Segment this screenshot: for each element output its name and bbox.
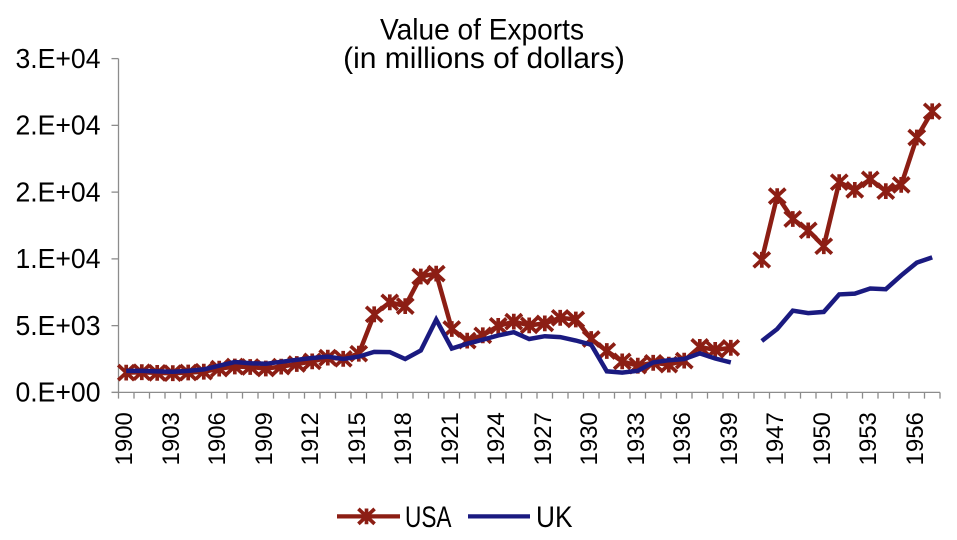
svg-text:1909: 1909: [251, 412, 278, 465]
svg-text:USA: USA: [405, 501, 452, 534]
svg-text:1933: 1933: [623, 412, 650, 465]
svg-text:1936: 1936: [669, 412, 696, 465]
svg-text:1918: 1918: [390, 412, 417, 465]
svg-text:5.E+03: 5.E+03: [16, 310, 101, 341]
svg-text:0.E+00: 0.E+00: [16, 377, 101, 408]
svg-text:1.E+04: 1.E+04: [16, 243, 101, 274]
svg-text:1950: 1950: [809, 412, 836, 465]
svg-text:1924: 1924: [483, 412, 510, 465]
svg-text:2.E+04: 2.E+04: [16, 110, 101, 141]
svg-text:Value of Exports: Value of Exports: [380, 14, 584, 47]
svg-text:1900: 1900: [111, 412, 138, 465]
svg-text:1947: 1947: [762, 412, 789, 465]
svg-text:1906: 1906: [204, 412, 231, 465]
svg-text:1956: 1956: [902, 412, 929, 465]
svg-text:(in millions of dollars): (in millions of dollars): [343, 42, 625, 75]
svg-text:1912: 1912: [297, 412, 324, 465]
svg-text:1903: 1903: [158, 412, 185, 465]
svg-text:1921: 1921: [437, 412, 464, 465]
svg-text:UK: UK: [536, 501, 573, 534]
svg-text:1953: 1953: [855, 412, 882, 465]
svg-text:1915: 1915: [344, 412, 371, 465]
svg-text:1927: 1927: [530, 412, 557, 465]
svg-text:1930: 1930: [576, 412, 603, 465]
svg-text:2.E+04: 2.E+04: [16, 176, 101, 207]
svg-text:1939: 1939: [716, 412, 743, 465]
svg-text:3.E+04: 3.E+04: [16, 43, 101, 74]
